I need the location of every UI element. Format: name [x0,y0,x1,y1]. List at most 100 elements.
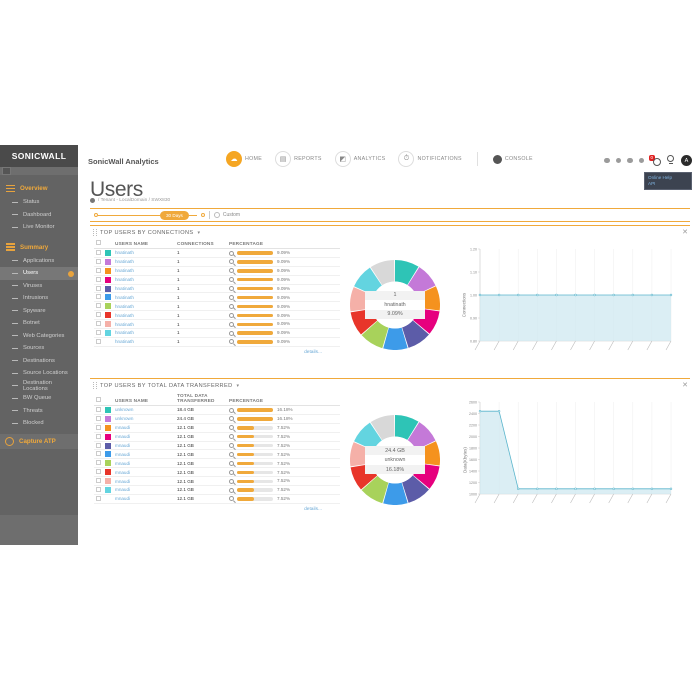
donut-slice[interactable] [354,422,382,451]
sidebar-item-viruses[interactable]: Viruses [0,280,78,293]
data-point[interactable] [574,487,577,491]
user-name-cell[interactable]: mnaudi [115,451,131,457]
select-all-checkbox[interactable] [96,397,101,402]
data-point[interactable] [593,487,596,491]
user-name-cell[interactable]: mnaudi [115,469,131,475]
time-range-slider[interactable]: 30 Days Custom [90,208,690,222]
sidebar-item-bw-queue[interactable]: BW Queue [0,392,78,405]
table-row[interactable]: mnaudi 12.1 GB 7.52% [94,441,340,451]
data-point[interactable] [593,293,596,297]
user-name-cell[interactable]: hnatinath [115,294,134,300]
table-row[interactable]: mnaudi 12.1 GB 7.52% [94,432,340,442]
sidebar-item-threats[interactable]: Threats [0,405,78,418]
row-checkbox[interactable] [96,442,101,448]
close-icon[interactable]: ✕ [682,229,688,236]
sidebar-item-blocked[interactable]: Blocked [0,417,78,430]
details-link[interactable]: details... [304,506,322,512]
data-point[interactable] [669,293,673,297]
search-icon[interactable] [229,259,234,265]
donut-slice[interactable] [407,422,436,450]
row-checkbox[interactable] [96,478,101,484]
sidebar-item-live-monitor[interactable]: Live Monitor [0,221,78,234]
table-row[interactable]: hnatinath 1 9.09% [94,292,340,303]
donut-slice[interactable] [354,267,382,295]
nav-item-reports[interactable]: ▤ REPORTS [275,151,322,167]
table-row[interactable]: hnatinath 1 9.09% [94,266,340,276]
search-icon[interactable] [229,321,234,327]
table-row[interactable]: mnaudi 12.1 GB 7.52% [94,485,340,495]
search-icon[interactable] [229,469,234,475]
user-name-cell[interactable]: unknown [115,407,134,413]
donut-slice[interactable] [383,482,408,505]
search-icon[interactable] [229,339,234,345]
column-header-value[interactable]: TOTAL DATA TRANSFERRED [175,392,227,406]
search-icon[interactable] [229,452,234,458]
nav-dot-icon-3[interactable] [627,157,633,164]
sidebar-item-dashboard[interactable]: Dashboard [0,209,78,222]
sidebar-group-overview[interactable]: Overview [0,181,78,196]
data-point[interactable] [497,293,501,297]
sidebar-item-web-categories[interactable]: Web Categories [0,330,78,343]
slider-end-handle[interactable] [200,213,205,217]
chevron-down-icon[interactable]: ▾ [197,229,201,236]
donut-slice[interactable] [361,475,389,504]
data-point[interactable] [516,293,520,297]
sidebar-item-applications[interactable]: Applications [0,255,78,268]
tooltip-api[interactable]: API [648,181,656,186]
user-name-cell[interactable]: mnaudi [115,443,131,448]
donut-slice[interactable] [402,475,430,503]
sidebar-item-intrusions[interactable]: Intrusions [0,292,78,305]
table-row[interactable]: mnaudi 12.1 GB 7.52% [94,476,340,487]
column-header-percentage[interactable]: PERCENTAGE [227,239,340,249]
row-checkbox[interactable] [96,433,101,439]
row-checkbox[interactable] [96,276,101,282]
sidebar-item-status[interactable]: Status [0,196,78,209]
sidebar-item-source-locations[interactable]: Source Locations [0,367,78,380]
user-name-cell[interactable]: hnatinath [115,259,134,265]
column-header-name[interactable]: USERS NAME [113,239,175,249]
search-icon[interactable] [229,250,234,256]
user-name-cell[interactable]: unknown [115,416,134,422]
user-name-cell[interactable]: mnaudi [115,425,131,431]
gear-icon[interactable] [68,270,74,277]
donut-slice[interactable] [383,326,408,350]
breadcrumb-gear-icon[interactable] [90,198,95,203]
close-icon[interactable]: ✕ [682,382,688,389]
sidebar-item-destinations[interactable]: Destinations [0,355,78,368]
user-name-cell[interactable]: mnaudi [115,496,131,502]
user-name-cell[interactable]: hnatinath [115,286,134,291]
nav-dot-icon-1[interactable] [604,157,610,164]
drag-handle-icon[interactable] [93,382,97,389]
drag-handle-icon[interactable] [93,229,97,236]
user-name-cell[interactable]: hnatinath [115,250,134,256]
search-icon[interactable] [229,425,234,431]
row-checkbox[interactable] [96,406,101,412]
help-bulb-icon[interactable] [667,155,675,166]
search-icon[interactable] [229,434,234,440]
sidebar-item-capture-atp[interactable]: Capture ATP [0,433,78,449]
search-icon[interactable] [229,330,234,336]
sidebar-item-spyware[interactable]: Spyware [0,305,78,318]
help-menu-tooltip[interactable]: Online Help API [644,172,692,190]
table-row[interactable]: mnaudi 12.1 GB 7.52% [94,458,340,469]
data-point[interactable] [650,293,654,297]
donut-slice[interactable] [395,259,419,285]
user-name-cell[interactable]: hnatinath [115,321,134,327]
user-name-cell[interactable]: mnaudi [115,478,131,484]
table-row[interactable]: hnatinath 1 9.09% [94,284,340,294]
table-row[interactable]: mnaudi 12.1 GB 7.52% [94,423,340,433]
search-icon[interactable] [229,460,234,466]
user-name-cell[interactable]: hnatinath [115,330,134,336]
data-point[interactable] [536,293,539,297]
row-checkbox[interactable] [96,321,101,327]
row-checkbox[interactable] [96,338,101,344]
table-row[interactable]: hnatinath 1 9.09% [94,310,340,321]
user-name-cell[interactable]: hnatinath [115,303,134,309]
user-name-cell[interactable]: mnaudi [115,460,131,466]
row-checkbox[interactable] [96,312,101,318]
column-header-value[interactable]: CONNECTIONS [175,239,227,249]
sidebar-collapse-toggle[interactable] [2,167,11,175]
user-name-cell[interactable]: hnatinath [115,268,134,274]
user-name-cell[interactable]: hnatinath [115,339,134,345]
data-point[interactable] [478,410,482,413]
